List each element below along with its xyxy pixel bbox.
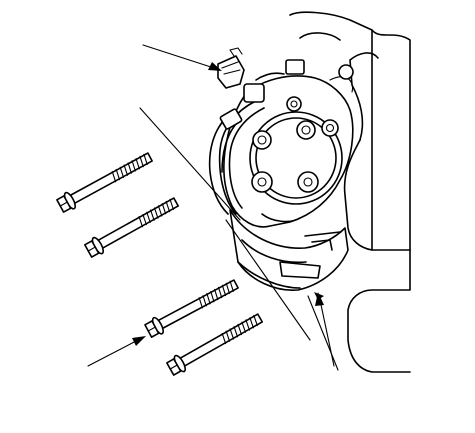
bolt-icon (166, 313, 264, 376)
arrow-icon-2 (87, 336, 146, 367)
centre-lines (139, 107, 339, 371)
bolt-icon (56, 152, 153, 213)
connector-icon (217, 47, 245, 89)
bolt-icon (144, 279, 239, 338)
hose-line (208, 83, 265, 215)
arrow-icon-3 (315, 292, 335, 367)
engine-block-outline (289, 11, 411, 373)
arrow-icon-1 (142, 44, 222, 71)
bolt-icon (84, 197, 179, 258)
compressor-icon (223, 59, 354, 300)
